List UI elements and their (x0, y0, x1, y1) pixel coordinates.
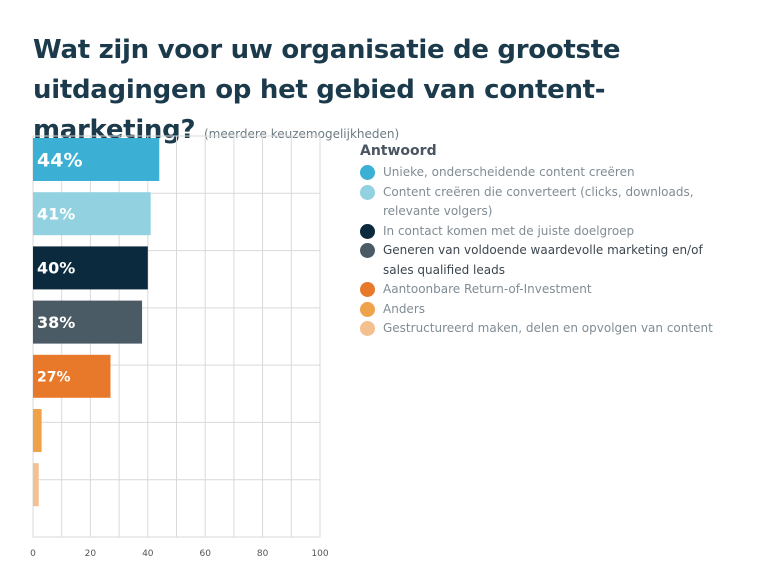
legend-item: Content creëren die converteert (clicks,… (360, 183, 720, 222)
bar (33, 409, 42, 452)
bar (33, 354, 111, 398)
legend-item: Generen van voldoende waardevolle market… (360, 241, 720, 280)
bars: 44% 41% 40% 38% 27% (33, 138, 160, 507)
legend-swatch-icon (360, 282, 375, 297)
bar (33, 192, 151, 236)
bar-value-label: 27% (37, 369, 71, 385)
bar (33, 300, 143, 344)
bar-value-label: 44% (37, 149, 82, 171)
legend-swatch-icon (360, 243, 375, 258)
x-tick-label: 100 (311, 549, 328, 559)
x-tick-label: 20 (85, 549, 97, 559)
legend-item: Gestructureerd maken, delen en opvolgen … (360, 319, 720, 339)
legend-item-label: Gestructureerd maken, delen en opvolgen … (383, 321, 713, 335)
x-tick-label: 80 (257, 549, 269, 559)
bar-value-label: 38% (37, 313, 75, 332)
chart-title: Wat zijn voor uw organisatie de grootste… (33, 30, 753, 154)
legend-swatch-icon (360, 184, 375, 200)
legend-swatch-icon (360, 165, 375, 180)
bar (33, 138, 160, 181)
legend-item-label: Generen van voldoende waardevolle market… (383, 243, 703, 277)
legend-swatch-icon (360, 321, 375, 336)
legend-item-label: Content creëren die converteert (clicks,… (383, 184, 694, 219)
legend-list: Unieke, onderscheidende content creëren C… (360, 163, 720, 339)
bar-value-label: 40% (37, 259, 75, 278)
legend-swatch-icon (360, 223, 375, 239)
legend-item-label: In contact komen met de juiste doelgroep (383, 223, 635, 238)
chart-subtitle: (meerdere keuzemogelijkheden) (204, 127, 400, 141)
x-tick-label: 60 (199, 549, 211, 559)
x-axis-ticks: 0 20 40 60 80 100 (30, 549, 329, 559)
bar (33, 463, 39, 507)
legend-item-label: Anders (383, 301, 425, 316)
legend-item-label: Aantoonbare Return-of-Investment (383, 282, 592, 296)
bar (33, 246, 148, 290)
bar-value-label: 41% (37, 204, 75, 223)
x-tick-label: 40 (142, 549, 154, 559)
legend-item: Unieke, onderscheidende content creëren (360, 163, 720, 183)
legend-swatch-icon (360, 301, 375, 317)
legend-item-label: Unieke, onderscheidende content creëren (383, 165, 635, 179)
legend-item: Aantoonbare Return-of-Investment (360, 280, 720, 300)
legend-item: Anders (360, 300, 720, 320)
legend-item: In contact komen met de juiste doelgroep (360, 222, 720, 242)
legend-title: Antwoord (360, 143, 437, 159)
legend: Antwoord Unieke, onderscheidende content… (360, 143, 720, 339)
chart-title-text: Wat zijn voor uw organisatie de grootste… (33, 35, 621, 145)
x-tick-label: 0 (30, 549, 36, 559)
